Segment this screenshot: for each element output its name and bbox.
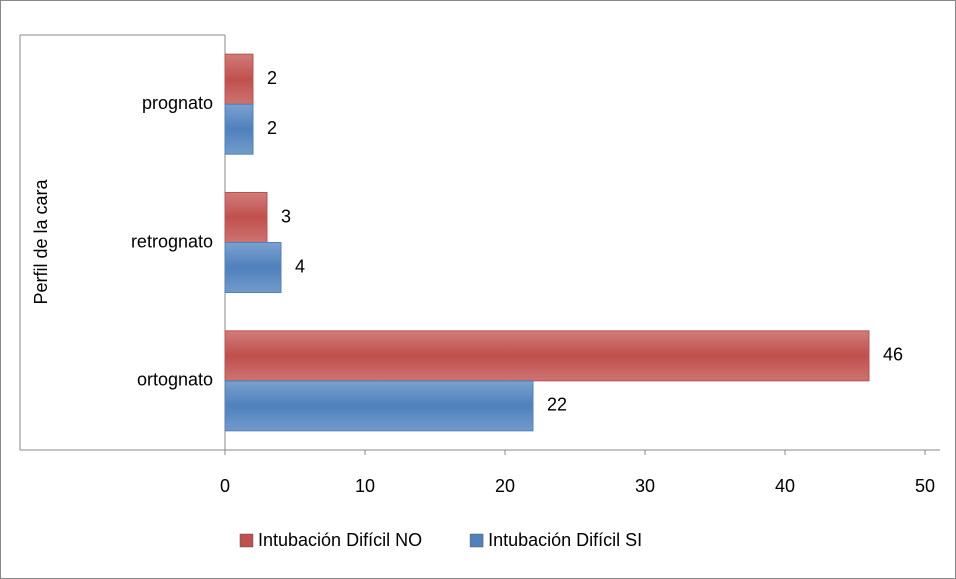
bar — [224, 53, 254, 105]
legend-swatch — [239, 533, 254, 548]
x-tick-label: 40 — [775, 476, 795, 496]
x-tick-label: 10 — [355, 476, 375, 496]
legend-swatch — [469, 533, 484, 548]
bar — [224, 242, 282, 293]
bar — [224, 380, 534, 432]
y-tick-label: prognato — [142, 93, 213, 113]
data-label: 2 — [267, 118, 277, 138]
x-tick-label: 0 — [220, 476, 230, 496]
bar — [224, 103, 254, 155]
legend-label: Intubación Difícil NO — [258, 530, 422, 550]
y-axis-label: Perfil de la cara — [31, 178, 51, 304]
data-label: 3 — [281, 206, 291, 226]
y-tick-label: ortognato — [137, 370, 213, 390]
data-label: 22 — [547, 395, 567, 415]
x-tick-label: 30 — [635, 476, 655, 496]
data-label: 46 — [883, 345, 903, 365]
data-label: 4 — [295, 256, 305, 276]
legend-label: Intubación Difícil SI — [488, 530, 642, 550]
x-tick-label: 20 — [495, 476, 515, 496]
data-label: 2 — [267, 68, 277, 88]
bar — [224, 192, 268, 243]
x-tick-label: 50 — [915, 476, 935, 496]
y-tick-label: retrognato — [131, 231, 213, 251]
bar — [224, 330, 870, 382]
